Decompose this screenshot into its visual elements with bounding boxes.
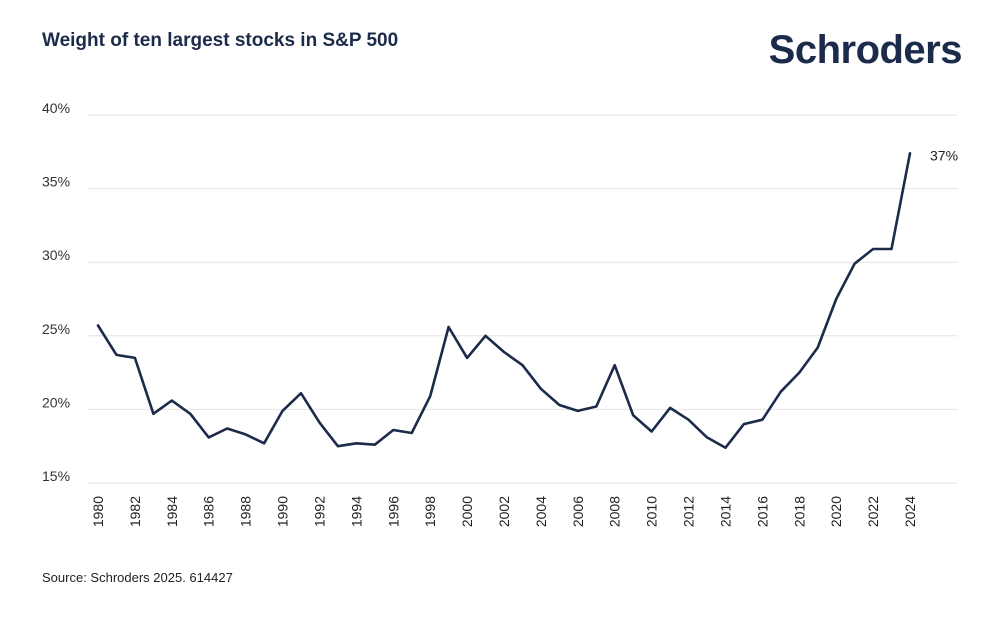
x-tick-label: 2022 [865,496,881,527]
x-tick-label: 2004 [533,496,549,527]
x-tick-label: 1996 [385,496,401,527]
x-tick-label: 2010 [644,496,660,527]
x-tick-label: 2008 [607,496,623,527]
y-tick-label: 35% [42,174,70,190]
y-tick-label: 20% [42,394,70,410]
x-tick-label: 2024 [902,496,918,527]
chart-title: Weight of ten largest stocks in S&P 500 [42,30,399,51]
x-tick-label: 1986 [201,496,217,527]
series-line [96,152,912,449]
y-axis-ticks: 15% 20% 25% 30% 35% 40% [42,100,70,484]
source-note: Source: Schroders 2025. 614427 [42,570,233,585]
gridlines [88,114,958,484]
y-tick-label: 30% [42,247,70,263]
x-tick-label: 1984 [164,496,180,527]
x-tick-label: 2002 [496,496,512,527]
end-value-label: 37% [930,147,958,163]
x-tick-label: 1992 [311,496,327,527]
x-tick-label: 1998 [422,496,438,527]
y-tick-label: 25% [42,321,70,337]
x-tick-label: 2012 [681,496,697,527]
y-tick-label: 15% [42,468,70,484]
x-tick-label: 2006 [570,496,586,527]
y-tick-label: 40% [42,100,70,116]
x-tick-label: 2018 [791,496,807,527]
x-axis-ticks: 1980 1982 1984 1986 1988 1990 1992 1994 1996 1998… [90,496,918,527]
x-tick-label: 2016 [754,496,770,527]
x-tick-label: 2014 [717,496,733,527]
x-tick-label: 1982 [127,496,143,527]
x-tick-label: 1990 [275,496,291,527]
x-tick-label: 2020 [828,496,844,527]
schroders-logo: Schroders [768,28,963,72]
x-tick-label: 2000 [459,496,475,527]
x-tick-label: 1994 [348,496,364,527]
data-points [97,153,911,448]
x-tick-label: 1980 [90,496,106,527]
x-tick-label: 1988 [238,496,254,527]
